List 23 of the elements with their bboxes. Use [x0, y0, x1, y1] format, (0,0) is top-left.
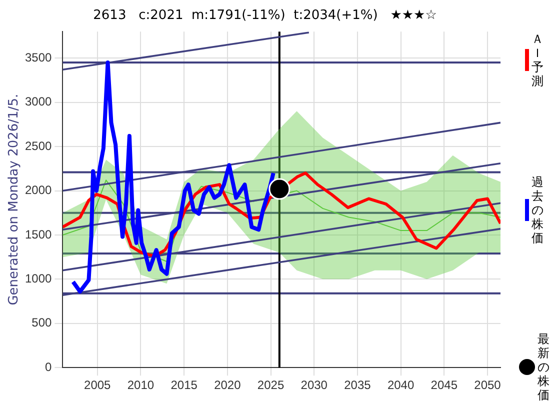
- x-tick-label: 2035: [344, 378, 372, 392]
- legend-label: 最新の株価: [538, 332, 550, 402]
- y-tick-label: 3500: [24, 50, 52, 64]
- x-tick-label: 2050: [474, 378, 502, 392]
- x-tick-label: 2030: [300, 378, 328, 392]
- x-tick-label: 2045: [430, 378, 458, 392]
- y-tick-label: 2500: [24, 138, 52, 153]
- y-tick-label: 0: [45, 360, 52, 374]
- y-tick-label: 3000: [24, 94, 52, 109]
- x-tick-label: 2020: [214, 378, 242, 392]
- legend-label: ＡＩ予測: [532, 32, 544, 88]
- y-tick-label: 2000: [24, 183, 52, 198]
- legend-label: 過去の株価: [532, 175, 544, 245]
- x-tick-label: 2015: [170, 378, 198, 392]
- y-tick-label: 500: [32, 316, 52, 330]
- y-tick-label: 1000: [24, 271, 52, 286]
- y-tick-label: 1500: [24, 227, 52, 242]
- x-tick-label: 2005: [84, 378, 112, 392]
- x-tick-label: 2010: [127, 378, 154, 392]
- x-tick-label: 2040: [387, 378, 414, 392]
- x-tick-label: 2025: [257, 378, 284, 392]
- chart-title: 2613 c:2021 m:1791(-11%) t:2034(+1%) ★★★☆: [93, 8, 437, 24]
- text: Generated on Monday 2026/1/5.: [6, 94, 22, 306]
